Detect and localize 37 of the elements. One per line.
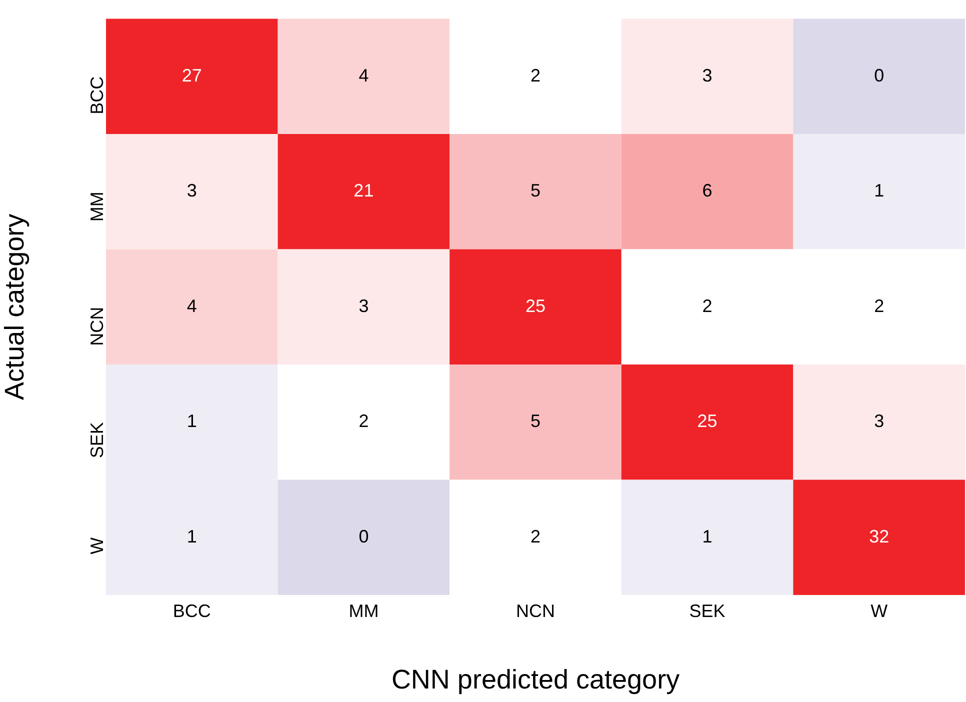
data-label: 2 (530, 526, 541, 546)
data-label: 5 (530, 180, 541, 201)
x-tick-label: NCN (516, 600, 555, 621)
data-label: 27 (182, 65, 202, 86)
data-label: 2 (358, 411, 369, 432)
data-label: 0 (358, 526, 369, 546)
data-label: 3 (874, 411, 884, 432)
y-tick-label: BCC (86, 76, 107, 114)
data-label: 1 (186, 411, 197, 432)
data-label: 3 (186, 180, 197, 201)
data-label: 21 (354, 180, 374, 201)
x-axis-title: CNN predicted category (391, 664, 680, 694)
data-label: 25 (525, 296, 546, 316)
y-axis-title: Actual category (0, 213, 30, 400)
data-label: 4 (358, 65, 369, 86)
y-tick-label: SEK (86, 422, 107, 458)
data-label: 3 (702, 65, 712, 86)
data-label: 2 (702, 296, 712, 316)
x-tick-label: W (870, 600, 888, 621)
y-tick-label: NCN (86, 306, 107, 346)
data-label: 1 (702, 526, 712, 546)
data-label: 25 (697, 411, 718, 432)
data-label: 32 (869, 526, 890, 546)
y-tick-label: MM (86, 192, 107, 222)
data-label: 1 (874, 180, 884, 201)
x-tick-label: SEK (689, 600, 726, 621)
y-tick-label: W (86, 537, 107, 554)
data-label: 6 (702, 180, 712, 201)
data-label: 2 (874, 296, 884, 316)
x-tick-label: MM (348, 600, 379, 621)
data-label: 2 (530, 65, 541, 86)
data-label: 3 (358, 296, 369, 316)
data-label: 0 (874, 65, 884, 86)
data-label: 1 (186, 526, 197, 546)
data-label: 5 (530, 411, 541, 432)
x-tick-label: BCC (172, 600, 211, 621)
data-label: 4 (186, 296, 197, 316)
